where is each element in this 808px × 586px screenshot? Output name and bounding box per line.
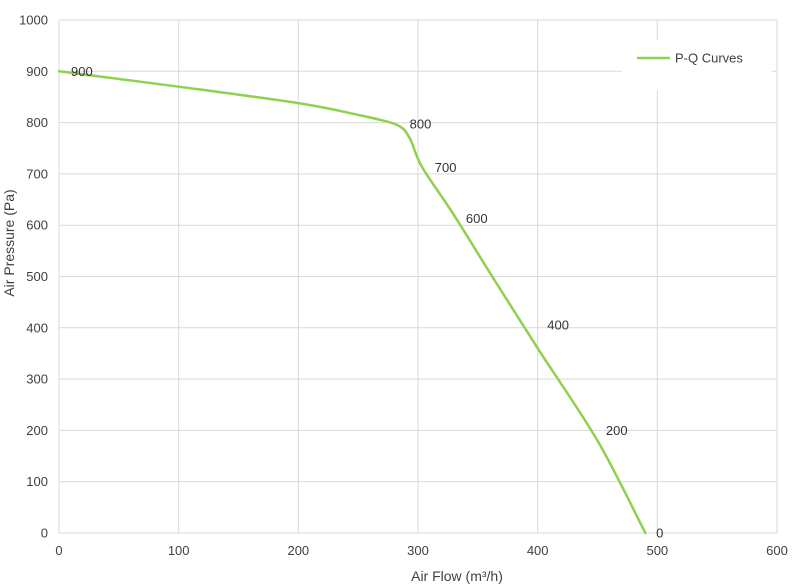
y-tick-label-300: 300 <box>26 372 48 387</box>
y-tick-label-600: 600 <box>26 218 48 233</box>
y-tick-label-800: 800 <box>26 115 48 130</box>
x-axis-ticks: 0 100 200 300 400 500 600 <box>55 543 787 558</box>
series-group <box>57 70 647 535</box>
y-tick-label-1000: 1000 <box>19 13 48 28</box>
y-tick-label-0: 0 <box>41 526 48 541</box>
y-axis-title: Air Pressure (Pa) <box>1 189 17 296</box>
legend: P-Q Curves <box>622 40 772 90</box>
y-tick-label-200: 200 <box>26 423 48 438</box>
data-label-4: 400 <box>547 318 569 333</box>
data-label-1: 800 <box>410 117 432 132</box>
legend-background <box>622 40 772 90</box>
data-label-2: 700 <box>435 160 457 175</box>
series-line-0 <box>57 70 647 535</box>
x-tick-label-600: 600 <box>766 543 788 558</box>
data-label-3: 600 <box>466 211 488 226</box>
data-label-5: 200 <box>606 423 628 438</box>
legend-label: P-Q Curves <box>675 51 743 66</box>
x-tick-label-400: 400 <box>527 543 549 558</box>
x-tick-label-500: 500 <box>646 543 668 558</box>
x-axis-title: Air Flow (m³/h) <box>411 568 503 584</box>
data-label-6: 0 <box>656 526 663 541</box>
y-tick-label-700: 700 <box>26 166 48 181</box>
x-tick-label-0: 0 <box>55 543 62 558</box>
data-labels: 900 800 700 600 400 200 0 <box>71 64 663 541</box>
x-tick-label-100: 100 <box>168 543 190 558</box>
x-tick-label-300: 300 <box>407 543 429 558</box>
y-tick-label-100: 100 <box>26 474 48 489</box>
x-tick-label-200: 200 <box>287 543 309 558</box>
y-tick-label-900: 900 <box>26 64 48 79</box>
y-tick-label-500: 500 <box>26 269 48 284</box>
y-tick-label-400: 400 <box>26 320 48 335</box>
data-label-0: 900 <box>71 64 93 79</box>
y-axis-ticks: 0 100 200 300 400 500 600 700 800 900 1000 <box>19 13 48 541</box>
